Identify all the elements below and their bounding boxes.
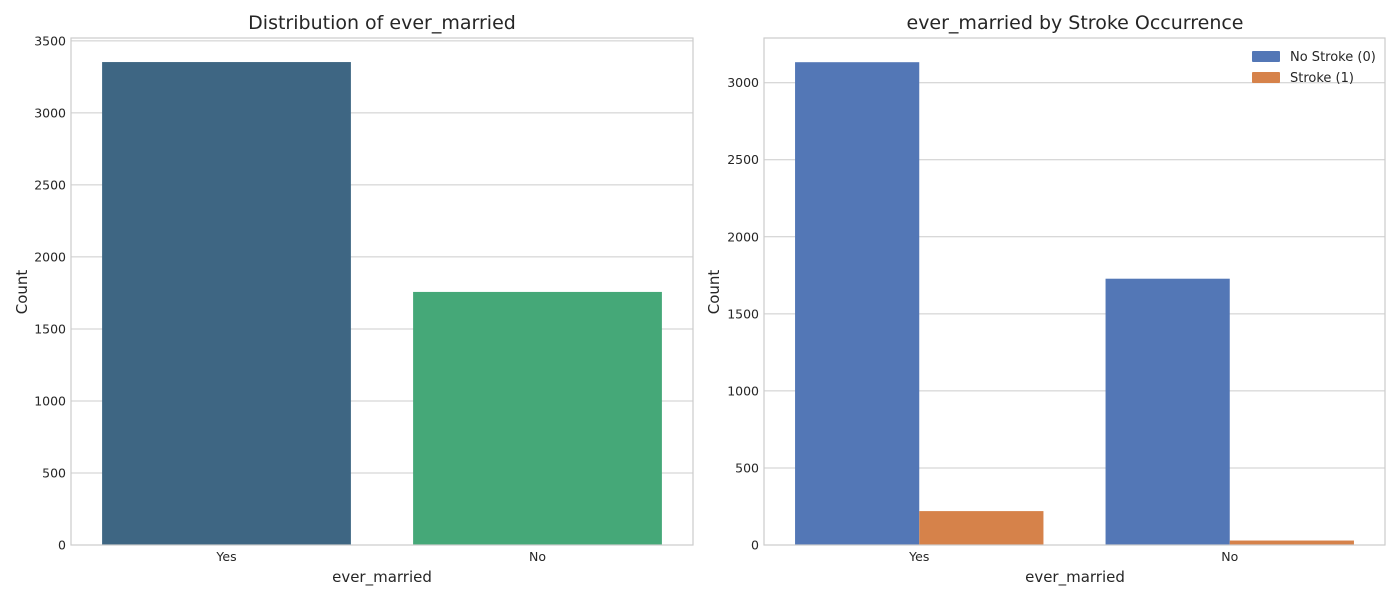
y-tick-label: 2500 <box>34 177 66 192</box>
bar-no-series-1 <box>1229 540 1354 545</box>
legend: No Stroke (0) Stroke (1) <box>1252 50 1376 86</box>
x-tick-label: Yes <box>215 549 236 564</box>
y-tick-label: 3000 <box>34 105 66 120</box>
plot-frame <box>763 37 1386 546</box>
y-axis-label: Count <box>705 270 723 315</box>
y-tick-label: 1500 <box>34 321 66 336</box>
y-tick-label: 1500 <box>727 306 759 321</box>
plot-frame <box>70 37 694 546</box>
y-tick-label: 0 <box>58 538 66 553</box>
y-axis-label: Count <box>13 270 31 315</box>
y-tick-label: 1000 <box>34 393 66 408</box>
x-tick-label: No <box>529 549 546 564</box>
bar-yes-series-0 <box>795 62 920 546</box>
bar-yes-series-1 <box>919 511 1044 545</box>
bars <box>795 62 1354 546</box>
x-tick-labels: Yes No <box>215 549 546 564</box>
y-tick-label: 1000 <box>727 383 759 398</box>
y-tick-label: 0 <box>751 538 759 553</box>
bar-no <box>413 291 662 545</box>
bar-yes <box>102 62 351 546</box>
y-tick-label: 2000 <box>727 229 759 244</box>
x-tick-label: Yes <box>908 549 929 564</box>
chart-ever-married-distribution: Distribution of ever_married 0 500 1000 150… <box>13 12 694 587</box>
legend-label-stroke: Stroke (1) <box>1290 71 1354 86</box>
legend-label-no-stroke: No Stroke (0) <box>1290 50 1376 65</box>
bars <box>102 62 662 546</box>
y-tick-label: 500 <box>42 465 66 480</box>
y-tick-label: 3000 <box>727 75 759 90</box>
y-tick-label: 2000 <box>34 249 66 264</box>
chart-ever-married-by-stroke: ever_married by Stroke Occurrence 0 500 10… <box>705 12 1386 587</box>
legend-swatch-stroke <box>1252 72 1280 83</box>
x-axis-label: ever_married <box>1025 568 1125 587</box>
x-tick-label: No <box>1221 549 1238 564</box>
chart-title: Distribution of ever_married <box>248 12 516 34</box>
x-tick-labels: Yes No <box>908 549 1238 564</box>
x-axis-label: ever_married <box>332 568 432 587</box>
chart-title: ever_married by Stroke Occurrence <box>907 12 1244 34</box>
y-tick-labels: 0 500 1000 1500 2000 2500 3000 <box>727 75 759 552</box>
legend-swatch-no-stroke <box>1252 51 1280 62</box>
y-tick-labels: 0 500 1000 1500 2000 2500 3000 3500 <box>34 33 66 552</box>
y-tick-label: 3500 <box>34 33 66 48</box>
bar-no-series-0 <box>1105 278 1230 545</box>
y-tick-label: 500 <box>735 460 759 475</box>
y-tick-label: 2500 <box>727 152 759 167</box>
